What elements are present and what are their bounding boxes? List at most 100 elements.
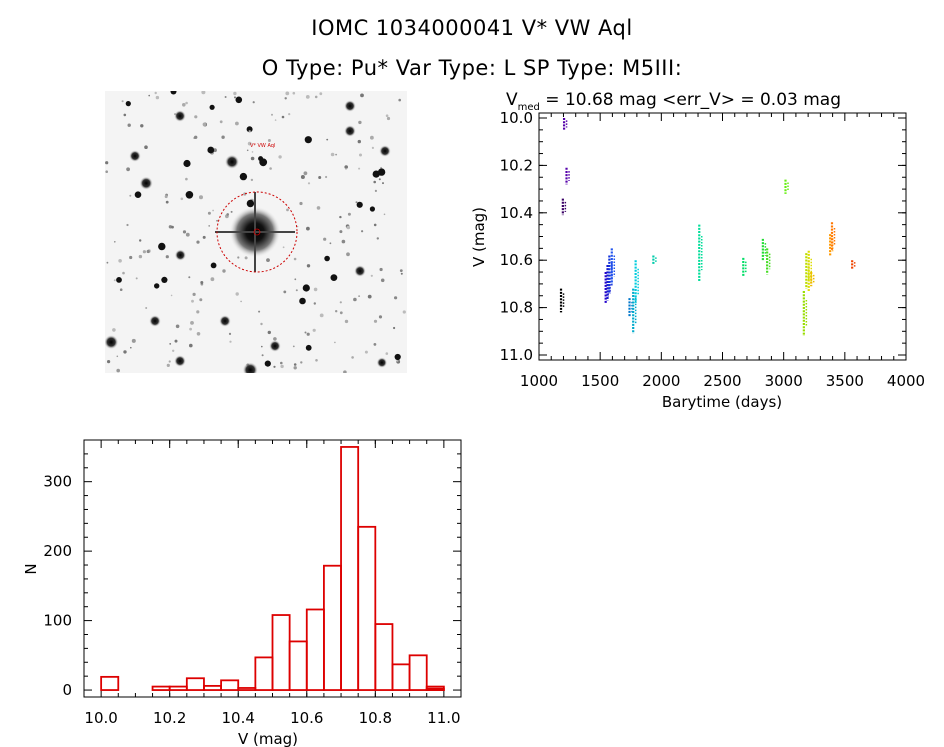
- histogram-xlabel: V (mag): [238, 730, 298, 747]
- field-star: [199, 195, 203, 200]
- field-star: [367, 294, 372, 299]
- field-star: [358, 167, 361, 170]
- field-star: [376, 237, 379, 240]
- field-star: [346, 252, 350, 257]
- field-star: [185, 101, 188, 105]
- field-star: [269, 167, 272, 170]
- field-star: [334, 341, 336, 344]
- field-star: [379, 145, 391, 157]
- field-star: [154, 91, 157, 95]
- field-star: [346, 225, 351, 230]
- field-star: [293, 366, 297, 370]
- field-star: [123, 113, 127, 117]
- field-star: [261, 354, 264, 357]
- field-star: [364, 350, 368, 354]
- field-star: [292, 345, 295, 348]
- histogram-bar: [220, 679, 240, 691]
- field-star: [273, 337, 277, 341]
- field-star: [347, 212, 351, 216]
- histogram-bar: [305, 608, 325, 691]
- field-star: [126, 167, 130, 172]
- field-star: [278, 155, 282, 159]
- field-star: [188, 276, 191, 279]
- field-star: [202, 122, 207, 127]
- field-star: [323, 237, 327, 241]
- field-star: [183, 159, 191, 168]
- field-star: [394, 296, 398, 300]
- field-star: [373, 180, 377, 184]
- field-star: [371, 146, 374, 149]
- field-star: [264, 360, 271, 367]
- x-tick-label: 10.2: [153, 709, 186, 727]
- histogram-ylabel: N: [22, 563, 40, 574]
- field-star: [155, 95, 160, 100]
- field-star: [282, 246, 285, 249]
- field-star: [402, 310, 406, 314]
- histogram-bar: [288, 640, 308, 691]
- field-star: [293, 257, 297, 261]
- field-star: [105, 161, 109, 165]
- field-star: [175, 324, 180, 329]
- field-star: [345, 167, 347, 170]
- field-star: [300, 175, 305, 179]
- field-star: [210, 277, 215, 282]
- field-star: [373, 223, 377, 227]
- field-star: [283, 290, 287, 294]
- field-star: [200, 281, 204, 284]
- chart-subtitle: O Type: Pu* Var Type: L SP Type: M5III:: [261, 56, 683, 80]
- field-star: [190, 321, 194, 325]
- x-tick-label: 2000: [642, 372, 680, 390]
- field-star: [191, 299, 194, 303]
- histogram-bar: [237, 687, 257, 691]
- field-star: [356, 201, 363, 208]
- x-tick-label: 10.8: [359, 709, 392, 727]
- field-star: [170, 91, 177, 95]
- lightcurve-ylabel: V (mag): [470, 207, 488, 267]
- y-tick-label: 0: [62, 681, 72, 699]
- x-tick-label: 10.0: [84, 709, 117, 727]
- field-star: [370, 135, 374, 140]
- field-star: [107, 360, 111, 364]
- histogram-bar: [271, 614, 291, 691]
- field-star: [380, 166, 382, 169]
- x-tick-label: 3000: [765, 372, 803, 390]
- field-star: [303, 171, 308, 176]
- histogram-bar: [374, 623, 394, 691]
- field-star: [174, 355, 186, 367]
- field-star: [119, 288, 123, 291]
- field-star: [306, 332, 310, 336]
- histogram-bar: [185, 677, 205, 691]
- field-star: [126, 223, 129, 227]
- field-star: [305, 344, 312, 351]
- field-star: [304, 331, 307, 334]
- field-star: [208, 225, 211, 227]
- star-field: [105, 91, 406, 373]
- field-star: [209, 104, 215, 110]
- lightcurve-title-v: V: [506, 90, 518, 110]
- x-tick-label: 10.6: [290, 709, 323, 727]
- field-star: [161, 276, 168, 283]
- field-star: [267, 139, 271, 142]
- field-star: [378, 315, 383, 319]
- field-star: [182, 230, 187, 234]
- field-star: [344, 165, 348, 169]
- field-star: [286, 208, 289, 212]
- field-star: [138, 254, 143, 259]
- field-star: [196, 240, 200, 244]
- field-star: [134, 191, 142, 198]
- field-star: [280, 361, 283, 365]
- x-tick-label: 1000: [520, 372, 558, 390]
- field-star: [382, 182, 384, 185]
- field-star: [226, 213, 229, 216]
- lightcurve-title: Vmed = 10.68 mag <err_V> = 0.03 mag: [506, 90, 841, 113]
- field-star: [325, 175, 328, 179]
- field-star: [196, 332, 201, 336]
- field-star: [144, 145, 148, 149]
- field-star: [168, 360, 171, 363]
- field-star: [398, 98, 402, 102]
- field-star: [106, 261, 109, 264]
- field-star: [378, 178, 381, 181]
- field-star: [307, 182, 311, 185]
- field-star: [329, 242, 332, 245]
- field-star: [353, 297, 357, 302]
